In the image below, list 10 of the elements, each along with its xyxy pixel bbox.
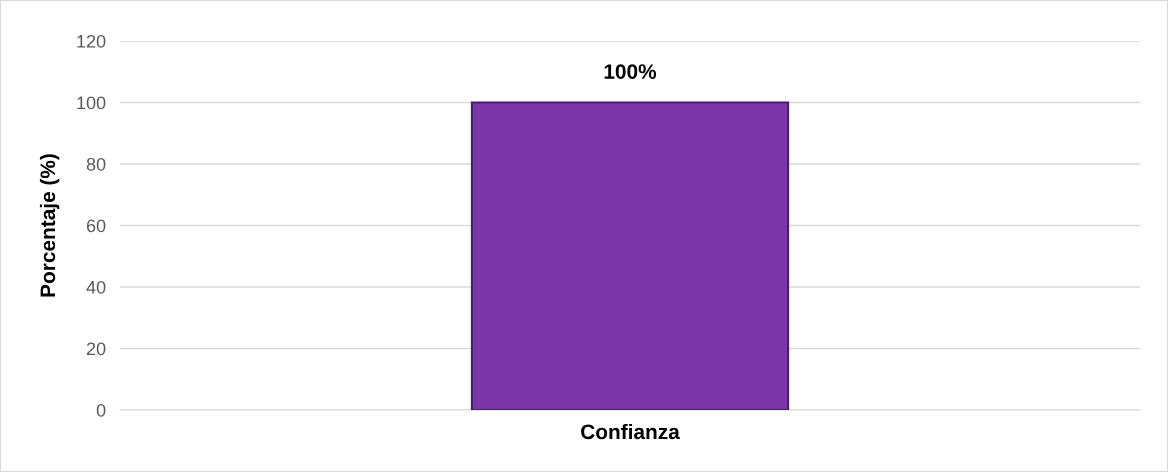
y-tick-label: 20 (86, 342, 106, 356)
y-axis-title: Porcentaje (%) (39, 154, 60, 297)
y-tick-label: 60 (86, 219, 106, 233)
x-tick-label: Confianza (581, 423, 680, 440)
y-tick-label: 0 (96, 403, 106, 417)
y-tick-label: 40 (86, 280, 106, 294)
y-tick-label: 120 (77, 34, 106, 48)
y-tick-label: 80 (86, 157, 106, 171)
data-label: 100% (604, 64, 657, 79)
y-tick-label: 100 (77, 96, 106, 110)
